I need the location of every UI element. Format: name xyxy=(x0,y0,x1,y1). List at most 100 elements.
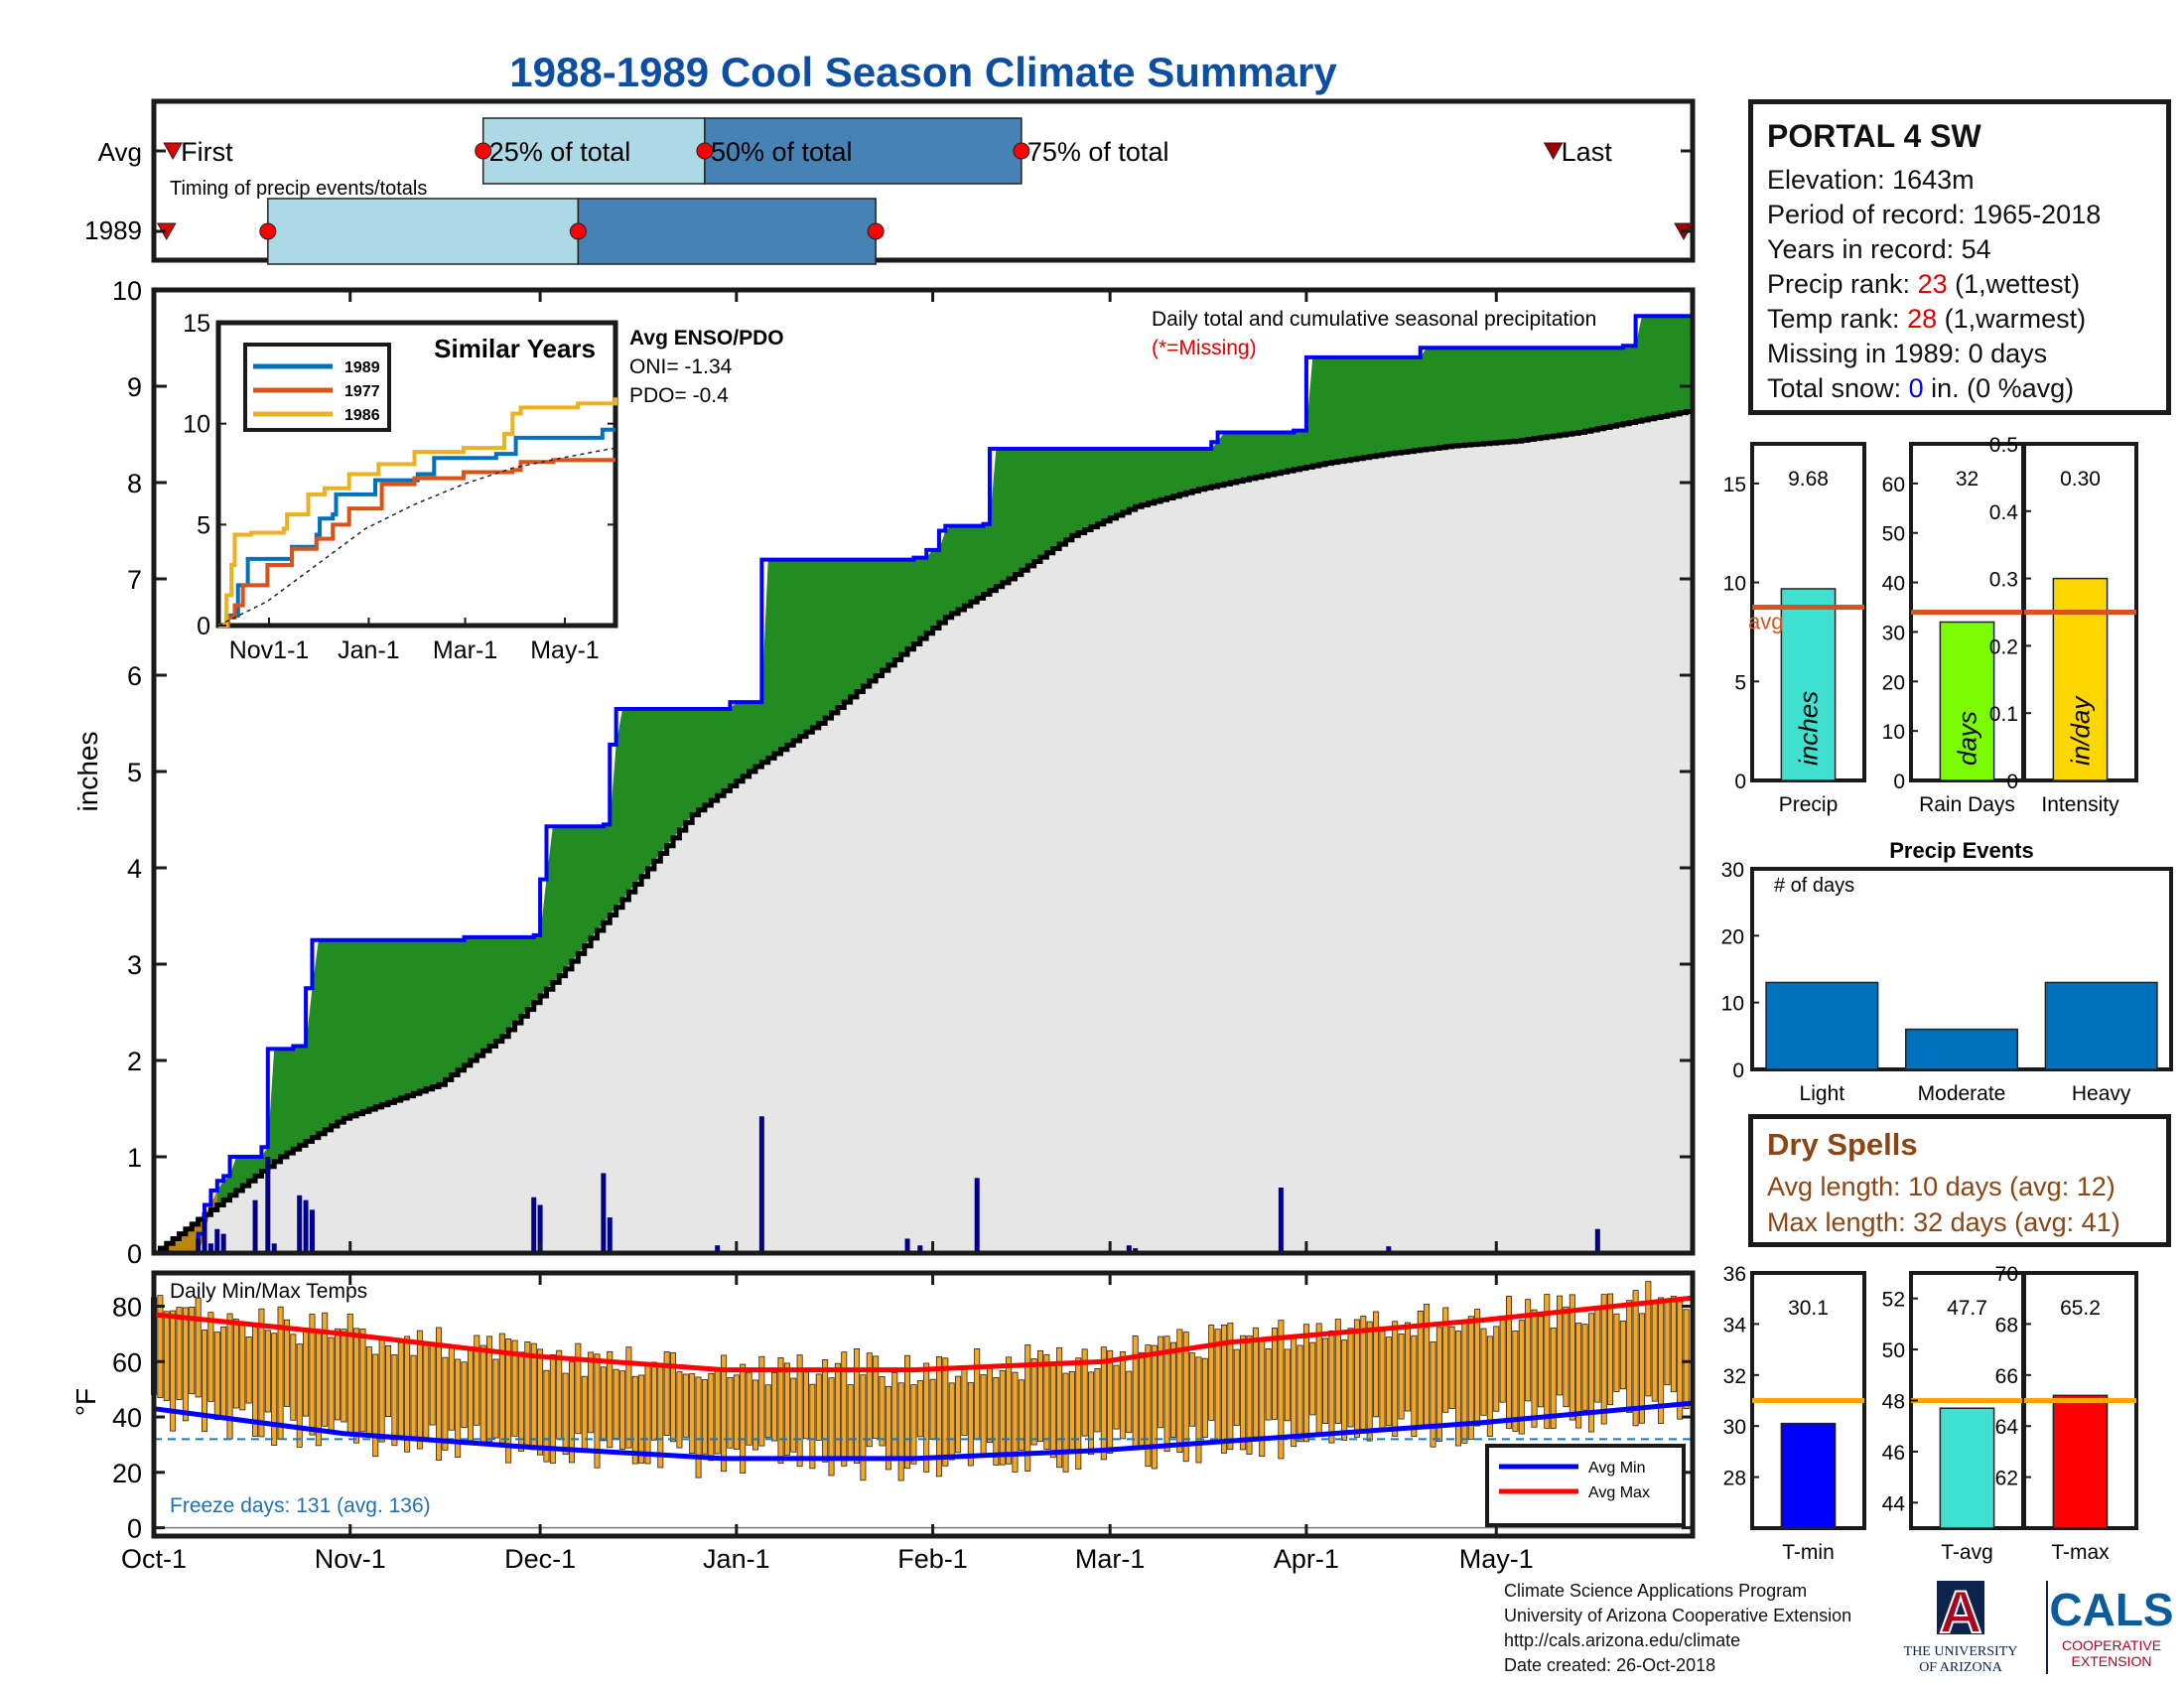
temps-y-axis-label: °F xyxy=(70,1388,101,1416)
ua-logo-letter: A xyxy=(1939,1579,1981,1645)
daily-temp-bar xyxy=(701,1379,708,1455)
temps-title: Daily Min/Max Temps xyxy=(170,1280,367,1303)
daily-temp-bar xyxy=(568,1361,575,1464)
precip-stat-y-tick-label: 10 xyxy=(1723,573,1746,596)
daily-temp-bar xyxy=(328,1336,335,1431)
daily-temp-bar xyxy=(670,1351,677,1443)
precip-events-chart: Precip Events Light Moderate Heavy0102030 … xyxy=(1721,838,2173,1105)
pdo-label: PDO= -0.4 xyxy=(629,384,729,407)
temp-stat-bar-t-avg xyxy=(1939,1407,1995,1529)
daily-temp-bar xyxy=(942,1357,949,1467)
temp-stat-y-tick-label: 34 xyxy=(1723,1314,1747,1336)
daily-temp-bar xyxy=(841,1351,848,1467)
credits-line-2: University of Arizona Cooperative Extens… xyxy=(1504,1606,1852,1625)
precip-rank-suffix: (1,wettest) xyxy=(1947,269,2081,299)
temps-chart: 0 20 40 60 80 Daily Min/Max Temps °F Freeze … xyxy=(70,1270,1696,1544)
daily-temp-bar xyxy=(714,1369,721,1455)
temp-stat-y-tick-label: 68 xyxy=(1995,1314,2018,1336)
precip-event-bar-light xyxy=(1765,981,1879,1070)
similar-year-line-1989 xyxy=(218,427,615,628)
timing-quartile-box-1 xyxy=(267,198,580,265)
ua-logo-block xyxy=(1937,1581,1984,1634)
daily-temp-bar xyxy=(854,1348,861,1465)
timing-marker-75 xyxy=(1013,142,1030,160)
similar-year-line-1977 xyxy=(218,458,615,628)
temp-stat-y-tick-label: 66 xyxy=(1995,1365,2018,1388)
similar-y-tick-label: 0 xyxy=(197,613,210,640)
university-of-arizona-logo: A THE UNIVERSITY OF ARIZONA xyxy=(1904,1578,2018,1675)
temp-stat-bar-t-max xyxy=(2052,1394,2109,1529)
station-missing: Missing in 1989: 0 days xyxy=(1767,339,2048,368)
daily-temp-bar xyxy=(625,1346,632,1449)
daily-temp-bar xyxy=(1550,1327,1557,1429)
daily-temp-bar xyxy=(530,1342,537,1451)
daily-temp-bar xyxy=(1075,1357,1082,1470)
daily-temp-bar xyxy=(676,1371,683,1449)
precip-stat-bar-rain-days xyxy=(1939,621,1995,781)
daily-temp-bar xyxy=(1683,1309,1690,1410)
precip-stat-unit-label: inches xyxy=(1794,691,1824,766)
daily-temp-bar xyxy=(1454,1331,1461,1447)
daily-temp-bar xyxy=(448,1344,455,1431)
timing-label-50: 50% of total xyxy=(711,137,853,167)
daily-precip-bar xyxy=(303,1199,309,1253)
daily-temp-bar xyxy=(359,1329,366,1433)
precip-y-tick-label: 2 xyxy=(127,1047,142,1076)
daily-temp-bar xyxy=(764,1384,771,1439)
precip-stat-y-tick-label: 0.4 xyxy=(1989,501,2019,524)
daily-temp-bar xyxy=(1272,1328,1279,1420)
daily-temp-bar xyxy=(1094,1367,1101,1433)
daily-temp-bar xyxy=(1284,1348,1291,1422)
daily-temp-bar xyxy=(404,1336,411,1453)
daily-temp-bar xyxy=(948,1382,955,1461)
precip-above-average-area xyxy=(154,316,1693,1253)
daily-temp-bar xyxy=(980,1374,987,1456)
daily-temp-bar xyxy=(1062,1372,1069,1473)
precip-event-y-tick-label: 10 xyxy=(1721,993,1744,1016)
daily-temp-bar xyxy=(594,1353,601,1469)
daily-temp-bar xyxy=(290,1334,297,1421)
timing-marker-25 xyxy=(259,222,277,240)
precip-stat-y-tick-label: 40 xyxy=(1882,573,1905,596)
oni-label: ONI= -1.34 xyxy=(629,355,733,378)
daily-temp-bar xyxy=(1278,1320,1285,1460)
daily-precip-bar xyxy=(265,1157,271,1253)
credits-line-1: Climate Science Applications Program xyxy=(1504,1581,1808,1601)
snow-value: 0 xyxy=(1908,373,1924,403)
daily-temp-bar xyxy=(746,1371,752,1446)
daily-temp-bar xyxy=(189,1306,196,1395)
daily-temp-bar xyxy=(157,1295,164,1398)
temp-stat-y-tick-label: 36 xyxy=(1723,1263,1746,1286)
daily-temp-bar xyxy=(1467,1316,1474,1441)
timing-label-25: 25% of total xyxy=(489,137,631,167)
precip-below-average-area xyxy=(154,410,1693,1253)
daily-temp-bar xyxy=(885,1385,891,1471)
daily-temp-bar xyxy=(1594,1307,1601,1403)
timing-quartile-box-1 xyxy=(481,117,706,185)
daily-temp-bar xyxy=(1049,1362,1056,1459)
daily-temp-bar xyxy=(1486,1336,1493,1437)
temp-y-tick-label: 20 xyxy=(112,1459,142,1488)
precip-frame xyxy=(151,287,1696,1256)
daily-temp-bar xyxy=(1328,1331,1335,1444)
daily-temp-bar xyxy=(873,1355,880,1440)
daily-temp-bar xyxy=(1435,1327,1442,1442)
daily-temp-bar xyxy=(866,1352,873,1448)
daily-temp-bar xyxy=(727,1376,734,1449)
daily-temp-bar xyxy=(1334,1319,1341,1424)
legend-label-avg-min: Avg Min xyxy=(1588,1460,1646,1477)
daily-temp-bar xyxy=(1607,1293,1614,1406)
daily-temp-bar xyxy=(796,1354,803,1468)
daily-temp-bar xyxy=(1169,1341,1176,1438)
precip-event-y-tick-label: 0 xyxy=(1732,1059,1744,1082)
ua-logo-text-2: OF ARIZONA xyxy=(1919,1660,2003,1675)
daily-precip-bar xyxy=(531,1196,537,1253)
daily-temp-bar xyxy=(682,1373,689,1438)
temp-stat-value-label: 65.2 xyxy=(2060,1297,2101,1320)
daily-temp-bar xyxy=(1227,1323,1234,1451)
daily-temp-bar xyxy=(740,1363,747,1475)
temps-legend xyxy=(1485,1444,1686,1527)
daily-precip-bar xyxy=(1278,1188,1284,1253)
daily-temp-bar xyxy=(1291,1336,1297,1448)
precip-stat-unit-label: days xyxy=(1953,711,1982,766)
